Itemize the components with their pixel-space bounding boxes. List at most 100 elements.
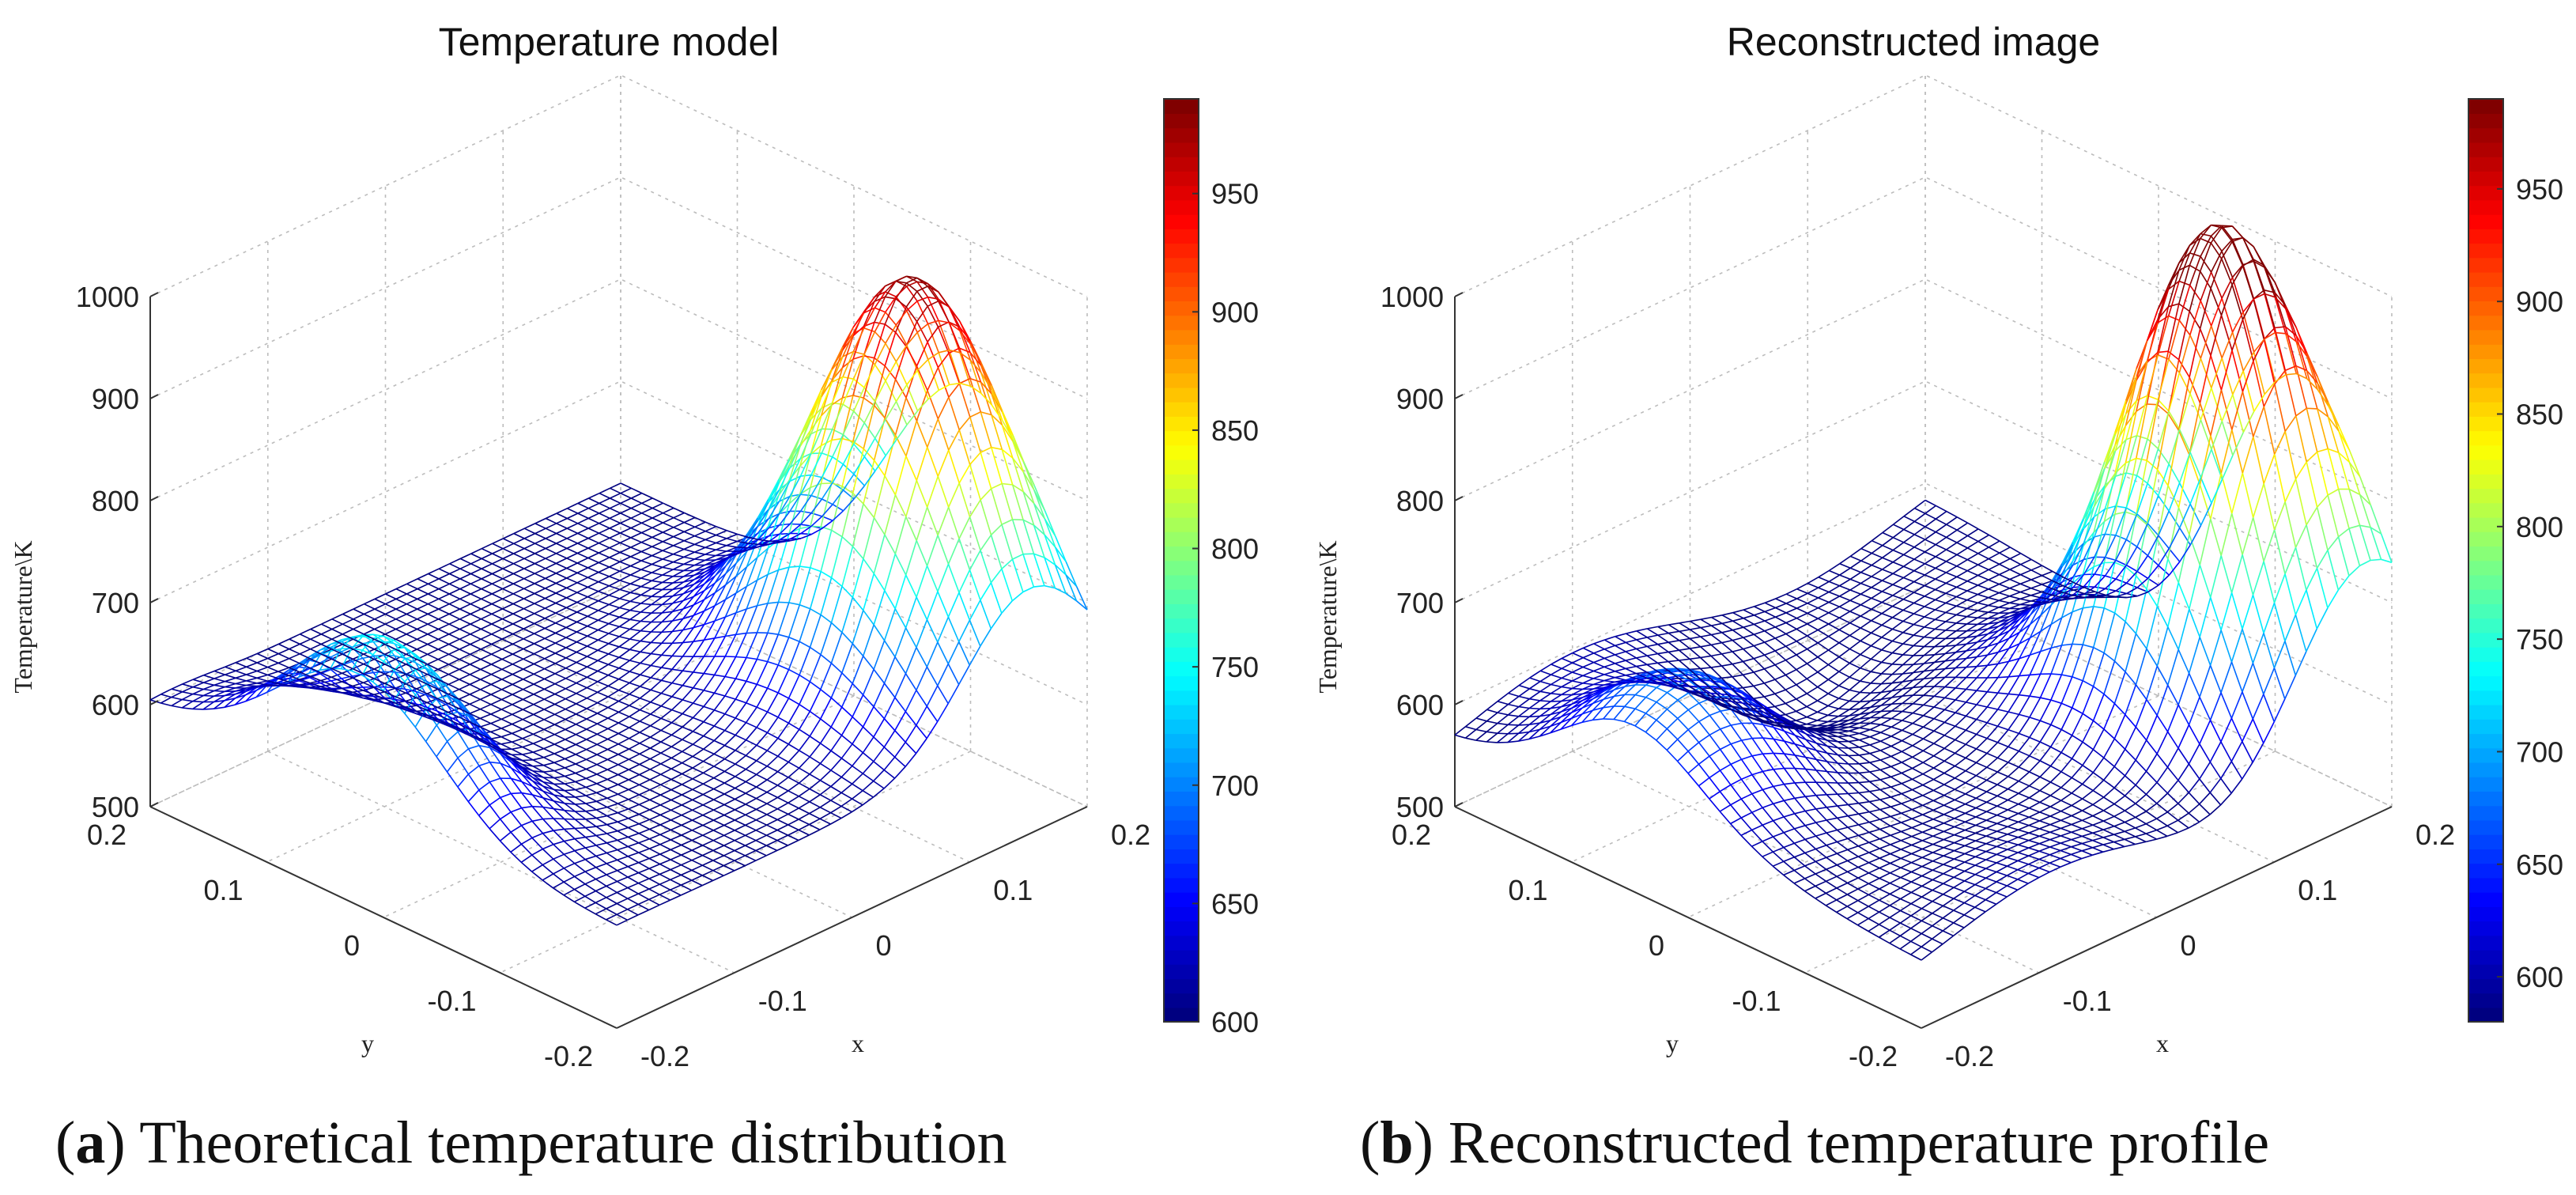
mesh-line	[682, 739, 693, 745]
mesh-line	[1806, 671, 1819, 679]
mesh-line	[652, 507, 663, 514]
mesh-line	[651, 641, 662, 645]
mesh-line	[565, 607, 578, 613]
colorbar-segment	[1164, 819, 1199, 835]
mesh-line	[606, 784, 618, 790]
mesh-line	[1977, 633, 1989, 643]
mesh-line	[436, 724, 448, 742]
mesh-line	[1860, 540, 1872, 550]
mesh-line	[639, 747, 651, 755]
mesh-line	[565, 693, 577, 700]
mesh-line	[714, 616, 726, 622]
mesh-line	[457, 731, 470, 750]
mesh-line	[640, 664, 652, 675]
mesh-line	[449, 563, 461, 569]
mesh-line	[778, 479, 790, 496]
mesh-line	[342, 633, 353, 640]
mesh-line	[384, 683, 396, 689]
mesh-line	[288, 663, 300, 671]
mesh-line	[638, 872, 650, 879]
mesh-line	[670, 726, 683, 736]
mesh-line	[640, 662, 652, 667]
mesh-line	[1945, 622, 1957, 631]
mesh-line	[629, 686, 640, 695]
mesh-line	[779, 523, 791, 535]
mesh-line	[542, 848, 554, 860]
mesh-line	[1880, 664, 1893, 675]
mesh-line	[767, 633, 780, 662]
mesh-line	[321, 623, 333, 630]
mesh-line	[1582, 661, 1594, 668]
mesh-line	[459, 578, 471, 584]
mesh-line	[638, 813, 650, 821]
mesh-line	[628, 832, 640, 838]
mesh-line	[671, 642, 684, 656]
mesh-line	[798, 773, 810, 784]
mesh-line	[512, 568, 525, 575]
mesh-line	[595, 908, 607, 915]
mesh-line	[713, 777, 725, 784]
mesh-line	[1678, 680, 1690, 687]
mesh-line	[469, 679, 482, 686]
mesh-line	[703, 690, 715, 694]
mesh-line	[427, 649, 439, 656]
mesh-line	[619, 537, 632, 544]
mesh-line	[500, 762, 512, 779]
mesh-line	[532, 759, 544, 766]
mesh-line	[245, 690, 257, 696]
mesh-line	[737, 540, 748, 544]
mesh-line	[512, 648, 524, 655]
mesh-line	[596, 728, 609, 736]
mesh-line	[618, 773, 629, 781]
mesh-line	[702, 830, 714, 836]
z-tick-mark	[149, 292, 159, 297]
mesh-line	[810, 646, 822, 656]
mesh-line	[629, 737, 640, 744]
mesh-line	[863, 327, 875, 333]
mesh-line	[830, 632, 843, 664]
mesh-line	[533, 663, 545, 670]
mesh-line	[362, 649, 373, 656]
mesh-line	[638, 878, 650, 884]
mesh-line	[863, 437, 876, 457]
mesh-line	[182, 683, 194, 688]
mesh-line	[543, 762, 555, 766]
mesh-line	[745, 781, 757, 788]
mesh-line	[799, 495, 812, 512]
mesh-line	[1880, 674, 1893, 685]
mesh-line	[713, 695, 726, 711]
mesh-line	[726, 538, 738, 543]
mesh-line	[1913, 512, 1926, 523]
mesh-line	[1668, 640, 1679, 643]
mesh-line	[746, 702, 757, 708]
mesh-line	[670, 751, 683, 759]
mesh-line	[884, 331, 897, 366]
mesh-line	[788, 604, 801, 638]
mesh-line	[608, 626, 620, 634]
mesh-line	[670, 788, 682, 796]
mesh-line	[599, 532, 610, 539]
mesh-line	[565, 682, 577, 690]
mesh-line	[894, 627, 907, 657]
mesh-line	[958, 516, 971, 539]
mesh-line	[821, 456, 833, 478]
mesh-line	[662, 574, 674, 577]
mesh-line	[1818, 591, 1830, 599]
colorbar-segment	[1164, 257, 1199, 273]
mesh-line	[693, 656, 704, 673]
mesh-line	[267, 666, 279, 672]
mesh-line	[246, 652, 258, 659]
mesh-line	[1528, 700, 1541, 709]
mesh-line	[1807, 656, 1819, 664]
mesh-line	[161, 696, 172, 704]
mesh-line	[234, 694, 247, 705]
mesh-line	[1870, 691, 1882, 701]
mesh-line	[1657, 641, 1669, 645]
mesh-line	[649, 838, 661, 845]
mesh-line	[531, 820, 544, 834]
mesh-line	[202, 690, 215, 697]
mesh-line	[427, 598, 440, 605]
mesh-line	[1033, 524, 1045, 535]
mesh-line	[523, 598, 535, 604]
mesh-line	[809, 773, 821, 781]
